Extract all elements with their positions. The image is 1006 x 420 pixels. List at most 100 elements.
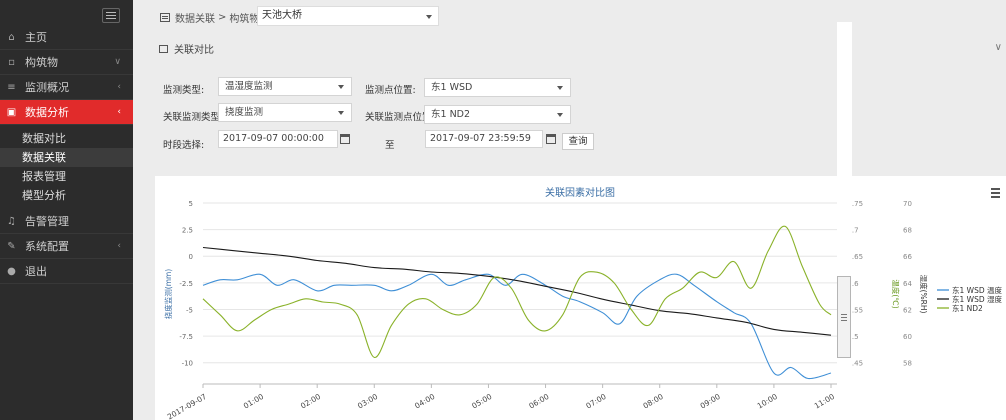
sidebar-item-chart[interactable]: ▣ 数据分析 ‹ <box>0 100 133 125</box>
related-point-value: 东1 ND2 <box>431 109 471 120</box>
x-tick-label: 2017-09-07 <box>166 392 208 420</box>
x-tick-label: 04:00 <box>413 392 436 411</box>
temp-tick-label: 31.65 <box>843 253 863 261</box>
sidebar: ⌂ 主页 ▫ 构筑物 ∨ ≡ 监测概况 ‹ ▣ 数据分析 ‹ 数据对比 数据关联 报表管理 模型分析 ♫ 告警管… <box>0 0 133 420</box>
humidity-tick-label: 62 <box>903 306 912 314</box>
structure-select[interactable]: 天池大桥 <box>257 6 439 26</box>
x-tick-label: 08:00 <box>641 392 664 411</box>
chevron-icon: ‹ <box>117 107 121 117</box>
breadcrumb-bar: 数据关联 > 构筑物 > 天池大桥 <box>148 0 1006 34</box>
grip-icon <box>841 314 847 323</box>
humidity-tick-label: 70 <box>903 200 912 208</box>
overlay-stripe <box>837 22 852 420</box>
chevron-down-icon <box>557 113 563 117</box>
submenu-item[interactable]: 报表管理 <box>22 170 66 183</box>
file-icon: ▫ <box>8 56 15 68</box>
humidity-tick-label: 60 <box>903 333 912 341</box>
humidity-tick-label: 68 <box>903 227 912 235</box>
home-icon: ⌂ <box>8 31 15 43</box>
table-icon <box>160 13 170 22</box>
correlation-chart: 关联因素对比图531.75702.531.768031.6566-2.531.6… <box>163 186 1002 420</box>
x-tick-label: 03:00 <box>356 392 379 411</box>
chevron-down-icon <box>338 111 344 115</box>
humidity-tick-label: 64 <box>903 280 912 288</box>
menu-icon[interactable] <box>991 188 1000 198</box>
monitor-point-value: 东1 WSD <box>431 82 473 93</box>
temp-tick-label: 31.45 <box>843 360 863 368</box>
left-tick-label: 2.5 <box>182 227 193 235</box>
list-icon: ≡ <box>7 81 16 93</box>
x-tick-label: 10:00 <box>756 392 779 411</box>
sidebar-item-label: 主页 <box>25 31 47 44</box>
x-tick-label: 07:00 <box>584 392 607 411</box>
sidebar-item-list[interactable]: ≡ 监测概况 ‹ <box>0 75 133 100</box>
legend-label: 东1 WSD 湿度 <box>952 294 1002 304</box>
sidebar-item-label: 告警管理 <box>25 215 69 228</box>
chart-panel: 关联因素对比图531.75702.531.768031.6566-2.531.6… <box>155 176 1006 420</box>
user-icon: ● <box>7 265 16 277</box>
chevron-icon: ‹ <box>117 82 121 92</box>
related-type-select[interactable]: 挠度监测 <box>218 103 352 122</box>
sidebar-item-home[interactable]: ⌂ 主页 <box>0 25 133 50</box>
humidity-tick-label: 66 <box>903 253 912 261</box>
sidebar-item-user[interactable]: ● 退出 <box>0 259 133 284</box>
to-label: 至 <box>385 140 395 151</box>
monitor-type-value: 温湿度监测 <box>225 81 273 92</box>
humidity-tick-label: 58 <box>903 360 912 368</box>
structure-select-value: 天池大桥 <box>262 10 302 21</box>
breadcrumb: 数据关联 > 构筑物 > <box>160 10 271 25</box>
temp-axis-title: 温度(℃) <box>891 279 901 308</box>
breadcrumb-item[interactable]: 构筑物 <box>229 14 260 25</box>
sidebar-item-label: 系统配置 <box>25 240 69 253</box>
x-tick-label: 11:00 <box>813 392 836 411</box>
temp-tick-label: 31.55 <box>843 306 863 314</box>
left-tick-label: 5 <box>189 200 193 208</box>
related-type-value: 挠度监测 <box>225 107 264 118</box>
temp-tick-label: 31.75 <box>843 200 863 208</box>
submenu-item[interactable]: 模型分析 <box>22 189 66 202</box>
left-tick-label: 0 <box>189 253 193 261</box>
sidebar-item-label: 监测概况 <box>25 81 69 94</box>
x-tick-label: 09:00 <box>699 392 722 411</box>
left-axis-title: 挠度监测(mm) <box>163 269 173 320</box>
calendar-icon[interactable] <box>546 134 556 144</box>
monitor-point-select[interactable]: 东1 WSD <box>424 78 571 97</box>
start-time-input[interactable]: 2017-09-07 00:00:00 <box>218 130 338 148</box>
chevron-down-icon <box>426 15 432 19</box>
chevron-icon: ‹ <box>117 241 121 251</box>
series-humidity-line <box>202 246 832 336</box>
chevron-icon: ∨ <box>114 57 121 67</box>
end-time-input[interactable]: 2017-09-07 23:59:59 <box>425 130 543 148</box>
submenu-item[interactable]: 数据对比 <box>22 132 66 145</box>
sidebar-submenu: 数据对比数据关联报表管理模型分析 <box>0 125 133 205</box>
submenu-item[interactable]: 数据关联 <box>0 148 133 167</box>
sidebar-item-file[interactable]: ▫ 构筑物 ∨ <box>0 50 133 75</box>
left-tick-label: -5 <box>186 306 193 314</box>
monitor-point-label: 监测点位置: <box>365 85 416 96</box>
time-range-label: 时段选择: <box>163 140 205 151</box>
wrench-icon: ✎ <box>7 240 16 252</box>
calendar-icon[interactable] <box>340 134 350 144</box>
sidebar-toggle-button[interactable] <box>102 8 120 23</box>
scroll-handle[interactable] <box>837 276 851 358</box>
sidebar-item-wrench[interactable]: ✎ 系统配置 ‹ <box>0 234 133 259</box>
legend-label: 东1 WSD 温度 <box>952 285 1002 295</box>
sidebar-nav: ⌂ 主页 ▫ 构筑物 ∨ ≡ 监测概况 ‹ ▣ 数据分析 ‹ 数据对比 数据关联 报表管理 模型分析 ♫ 告警管… <box>0 25 133 284</box>
humidity-axis-title: 湿度(%RH) <box>919 275 929 314</box>
breadcrumb-item[interactable]: 数据关联 <box>175 14 215 25</box>
monitor-type-select[interactable]: 温湿度监测 <box>218 77 352 96</box>
related-point-label: 关联监测点位置: <box>365 112 435 123</box>
chart-title: 关联因素对比图 <box>545 186 615 199</box>
collapse-icon[interactable]: ∨ <box>994 42 1002 53</box>
panel-title: 关联对比 <box>159 41 214 56</box>
query-button[interactable]: 查询 <box>562 133 594 150</box>
x-tick-label: 06:00 <box>527 392 550 411</box>
breadcrumb-separator: > <box>218 12 227 23</box>
related-point-select[interactable]: 东1 ND2 <box>424 105 571 124</box>
sidebar-item-label: 退出 <box>25 265 47 278</box>
sidebar-item-bell[interactable]: ♫ 告警管理 <box>0 209 133 234</box>
chevron-down-icon <box>557 86 563 90</box>
chevron-down-icon <box>338 85 344 89</box>
legend-label: 东1 ND2 <box>952 303 983 313</box>
panel-title-text: 关联对比 <box>174 45 214 56</box>
